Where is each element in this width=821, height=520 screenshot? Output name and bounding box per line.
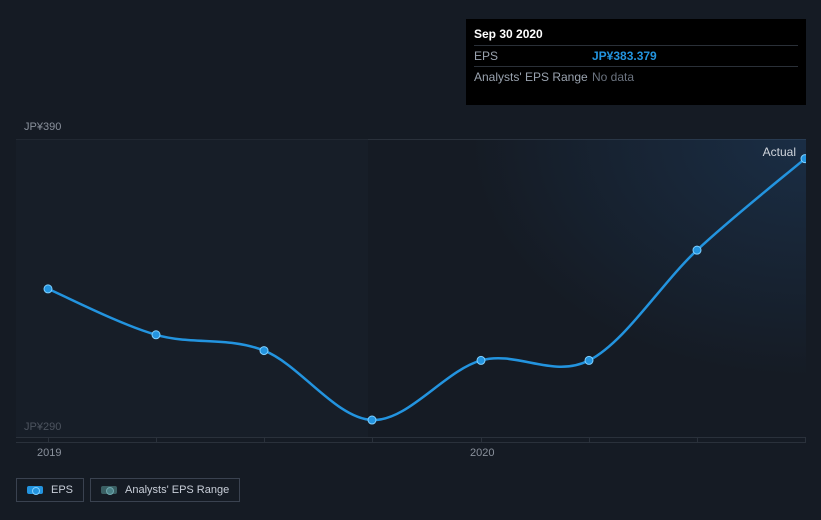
data-point[interactable] [368, 416, 376, 424]
x-tick-label: 2020 [470, 447, 494, 459]
legend: EPS Analysts' EPS Range [16, 478, 240, 502]
tooltip-row-label: Analysts' EPS Range [474, 70, 592, 84]
data-point[interactable] [477, 356, 485, 364]
x-tick-mark [48, 437, 49, 443]
tooltip-date: Sep 30 2020 [474, 25, 798, 45]
tooltip-row: Analysts' EPS RangeNo data [474, 66, 798, 87]
data-point[interactable] [801, 155, 806, 163]
tooltip-row-value: No data [592, 70, 798, 84]
x-tick-mark [481, 437, 482, 443]
legend-item-eps[interactable]: EPS [16, 478, 84, 502]
x-tick-mark [697, 437, 698, 443]
eps-line [48, 159, 805, 420]
x-tick-mark [589, 437, 590, 443]
legend-swatch-icon [27, 486, 43, 494]
eps-chart-widget: Sep 30 2020 EPSJP¥383.379Analysts' EPS R… [0, 0, 821, 520]
x-tick-mark [264, 437, 265, 443]
x-tick-label: 2019 [37, 447, 61, 459]
data-point[interactable] [585, 356, 593, 364]
x-tick-mark [805, 437, 806, 443]
data-point[interactable] [260, 347, 268, 355]
x-tick-mark [372, 437, 373, 443]
legend-label: EPS [51, 484, 73, 496]
data-point[interactable] [44, 285, 52, 293]
data-point[interactable] [152, 331, 160, 339]
gridline [16, 437, 806, 438]
data-tooltip: Sep 30 2020 EPSJP¥383.379Analysts' EPS R… [466, 19, 806, 105]
legend-label: Analysts' EPS Range [125, 484, 229, 496]
data-point[interactable] [693, 246, 701, 254]
line-chart [16, 139, 806, 437]
tooltip-row-value: JP¥383.379 [592, 49, 798, 63]
x-axis-line [16, 442, 806, 443]
tooltip-row-label: EPS [474, 49, 592, 63]
tooltip-row: EPSJP¥383.379 [474, 45, 798, 66]
x-tick-mark [156, 437, 157, 443]
legend-item-analysts-range[interactable]: Analysts' EPS Range [90, 478, 240, 502]
y-tick-label: JP¥390 [24, 121, 61, 133]
legend-swatch-icon [101, 486, 117, 494]
